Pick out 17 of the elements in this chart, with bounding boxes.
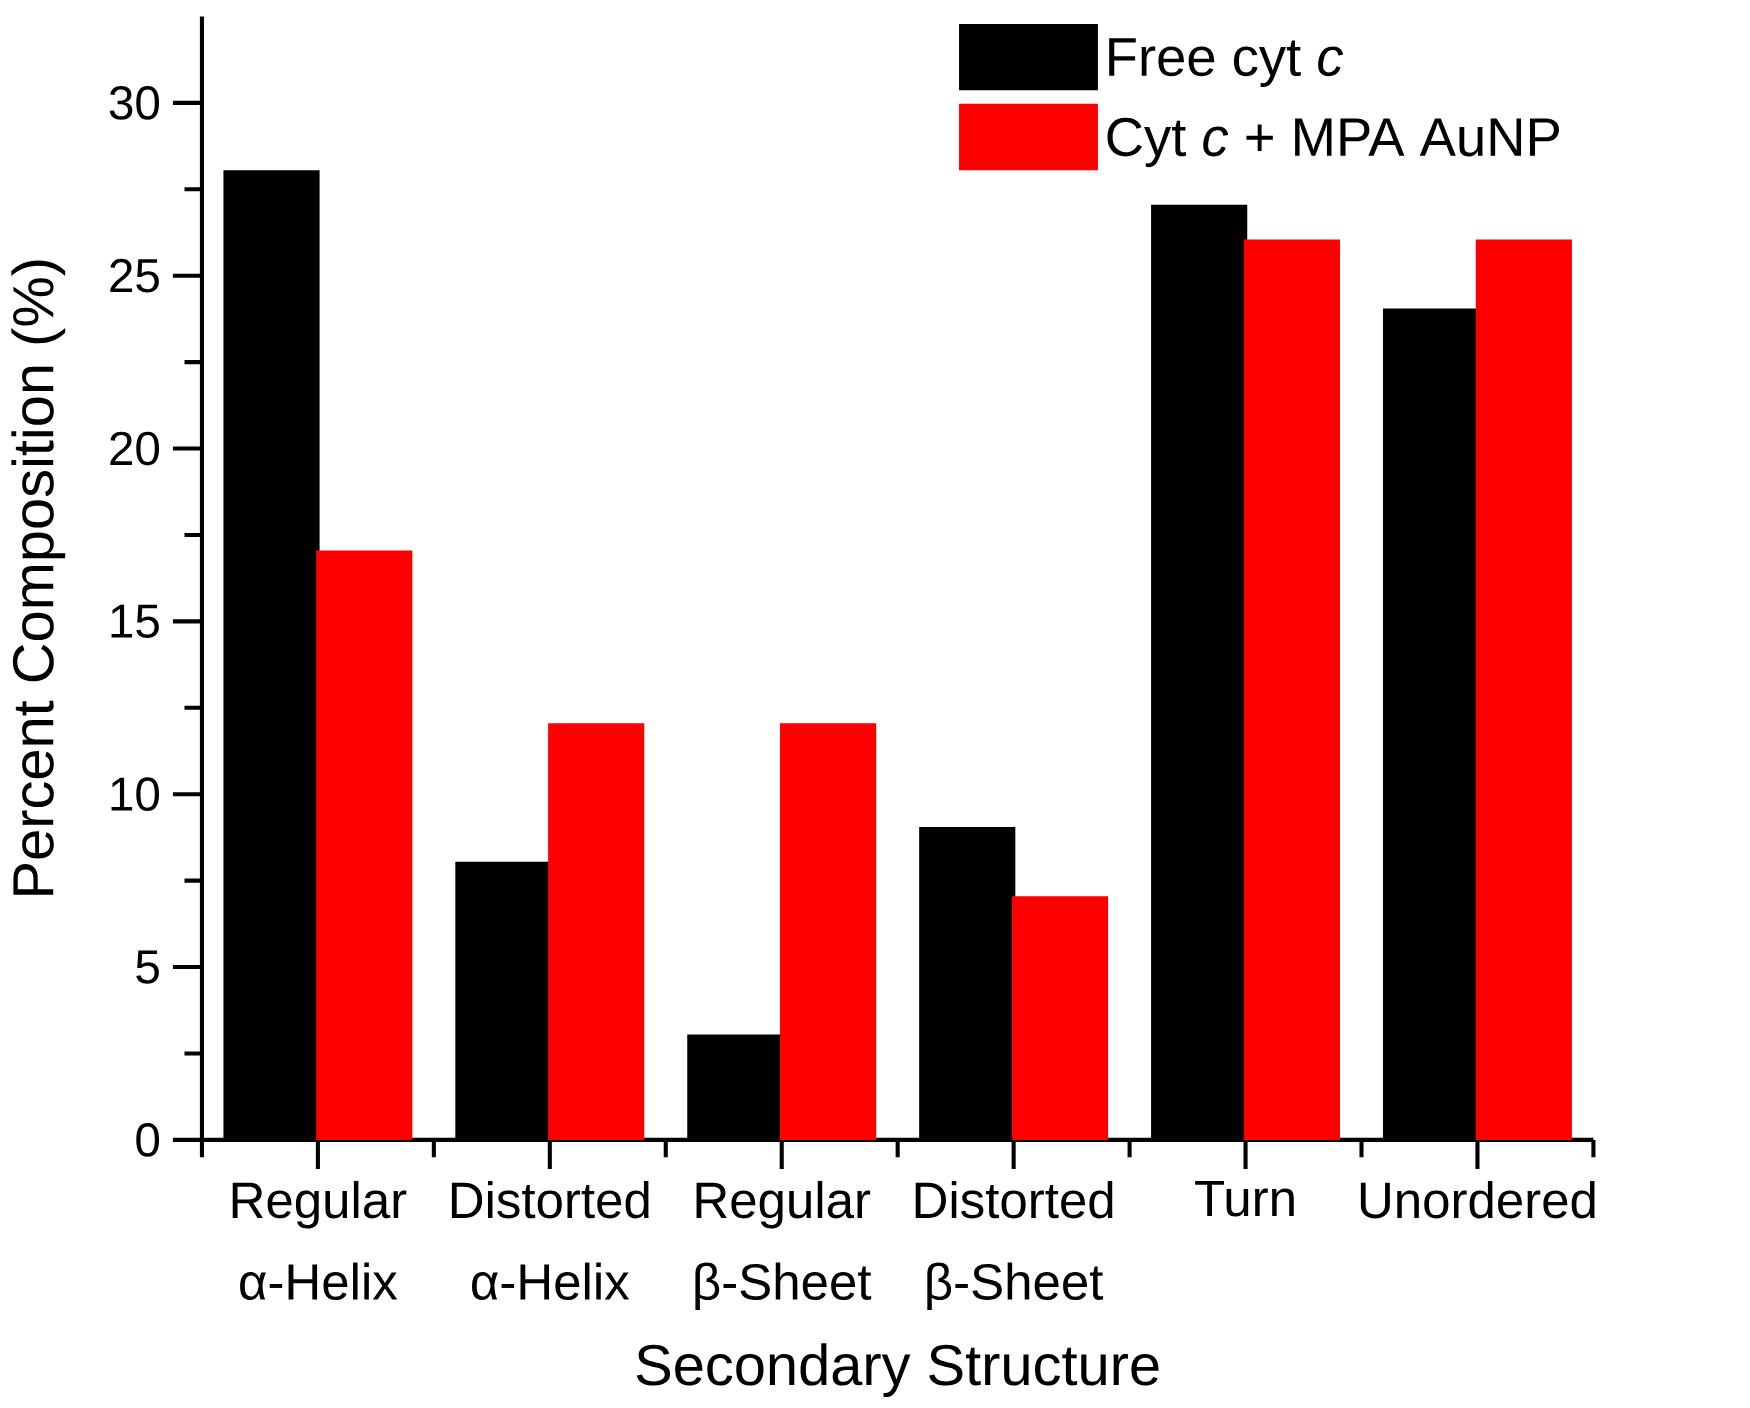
legend-label: Free cyt c	[1109, 38, 1343, 87]
y-tick-label: 15	[111, 604, 159, 638]
x-axis-title: Secondary Structure	[636, 1342, 1159, 1397]
legend-label: Cyt c + MPA AuNP	[1107, 117, 1559, 167]
x-tick-label: Distorted β-Sheet	[915, 1180, 1113, 1310]
x-tick-label: Turn	[1195, 1180, 1294, 1217]
y-tick-label: 5	[136, 950, 159, 984]
y-tick-label: 0	[136, 1122, 160, 1157]
x-tick-label: Regular β-Sheet	[695, 1180, 872, 1310]
x-tick-label: Regular α-Helix	[232, 1180, 407, 1300]
y-tick-label: 30	[109, 85, 160, 120]
y-tick-label: 25	[110, 258, 159, 293]
y-tick-label: 10	[111, 777, 160, 811]
y-tick-label: 20	[110, 431, 160, 466]
y-axis-title: Percent Composition (%)	[11, 260, 66, 895]
x-tick-label: Distorted α-Helix	[451, 1180, 649, 1300]
x-tick-label: Unordered	[1360, 1180, 1595, 1219]
